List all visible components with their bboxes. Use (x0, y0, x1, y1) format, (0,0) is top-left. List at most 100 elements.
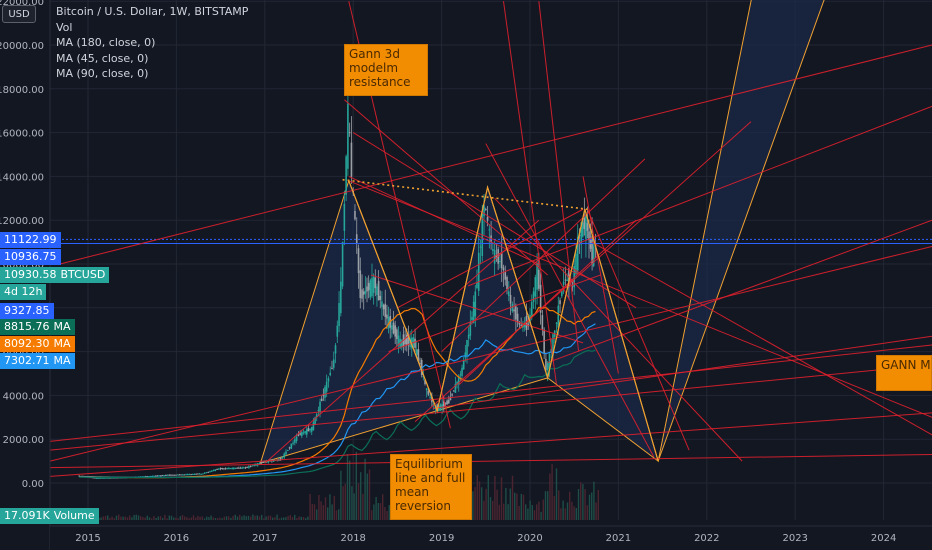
volume-bar (584, 489, 586, 520)
candle-body (525, 316, 528, 330)
candle-body (143, 476, 145, 478)
annotation-gann-resistance[interactable]: Gann 3d modelm resistance (344, 44, 428, 96)
volume-bar (280, 517, 283, 520)
volume-bar (564, 508, 566, 520)
candle-body (151, 475, 154, 477)
candle-body (111, 477, 113, 479)
candle-body (474, 291, 477, 317)
volume-bar (593, 481, 595, 520)
volume-bar (291, 517, 294, 520)
candle-body (92, 477, 95, 479)
volume-bar (129, 515, 131, 520)
legend-ma-45[interactable]: MA (45, close, 0) (56, 51, 149, 65)
candle-body (580, 222, 583, 245)
candle-body (319, 401, 321, 413)
volume-bar (217, 518, 219, 520)
x-tick-label: 2020 (517, 533, 542, 544)
candle-body (466, 340, 468, 356)
volume-bar (505, 487, 507, 520)
volume-bar (168, 515, 170, 520)
volume-bar (148, 517, 151, 520)
volume-bar (360, 472, 362, 520)
volume-bar (142, 517, 144, 520)
volume-bar (144, 517, 146, 520)
candle-body (507, 291, 510, 296)
candle-body (285, 451, 287, 455)
candle-body (197, 473, 199, 475)
candle-body (462, 360, 465, 370)
candle-body (357, 248, 360, 273)
candle-body (518, 322, 521, 325)
volume-bar (580, 482, 582, 520)
candle-body (185, 474, 187, 476)
candle-body (324, 386, 326, 398)
volume-bar (549, 473, 551, 520)
volume-bar (177, 518, 179, 520)
volume-bar (232, 515, 234, 520)
candle-body (461, 367, 463, 376)
candle-body (343, 203, 346, 231)
candle-body (161, 475, 164, 477)
x-tick-label: 2024 (871, 533, 896, 544)
candle-body (233, 467, 235, 470)
candle-body (226, 468, 229, 470)
candle-body (294, 439, 296, 443)
candle-body (536, 263, 538, 290)
candle-body (163, 475, 165, 477)
candle-body (532, 291, 535, 302)
candle-body (545, 358, 547, 371)
legend-vol[interactable]: Vol (56, 20, 73, 34)
candle-body (562, 281, 565, 285)
volume-bar (329, 494, 331, 520)
annotation-gann-support[interactable]: GANN MO 3m Suppo (876, 355, 932, 391)
candle-body (181, 474, 184, 476)
candle-body (99, 477, 102, 479)
volume-bar (221, 518, 223, 520)
volume-bar (263, 518, 265, 520)
volume-bar (320, 501, 322, 520)
volume-bar (379, 503, 382, 520)
candle-body (315, 414, 318, 417)
volume-bar (98, 518, 100, 520)
candle-body (325, 381, 328, 392)
candle-body (288, 447, 291, 449)
candle-body (180, 474, 182, 476)
currency-button[interactable]: USD (2, 5, 36, 23)
candle-body (589, 239, 592, 249)
x-tick-label: 2021 (606, 533, 631, 544)
trendline-red (49, 364, 932, 451)
candle-body (338, 303, 340, 326)
volume-bar (137, 515, 140, 520)
legend-ma-180[interactable]: MA (180, close, 0) (56, 36, 156, 49)
volume-bar (243, 515, 245, 520)
volume-bar (527, 508, 529, 520)
candle-body (409, 338, 411, 347)
volume-bar (476, 475, 478, 520)
candle-body (479, 246, 482, 248)
volume-bar (102, 516, 104, 520)
volume-bar (588, 494, 591, 520)
ma-180-line (79, 349, 596, 479)
candle-body (557, 305, 560, 328)
candle-body (452, 390, 455, 392)
candle-body (332, 359, 335, 368)
candle-body (493, 249, 496, 264)
price-badge-value: 4d 12h (4, 285, 43, 298)
volume-bar (124, 516, 126, 520)
candle-body (376, 286, 378, 295)
candle-body (96, 477, 98, 479)
candle-body (331, 367, 333, 369)
volume-bar (146, 515, 148, 520)
volume-bar (247, 515, 250, 520)
candle-body (459, 374, 462, 376)
candle-body (488, 229, 491, 231)
annotation-equilibrium[interactable]: Equilibrium line and full mean reversion (390, 454, 472, 520)
candle-body (432, 403, 435, 406)
legend-ma-90[interactable]: MA (90, close, 0) (56, 67, 149, 80)
volume-bar (188, 518, 190, 520)
candle-body (422, 376, 425, 378)
volume-bar (296, 518, 298, 520)
volume-bar (278, 518, 280, 520)
candle-body (224, 468, 227, 470)
volume-bar (353, 493, 355, 520)
